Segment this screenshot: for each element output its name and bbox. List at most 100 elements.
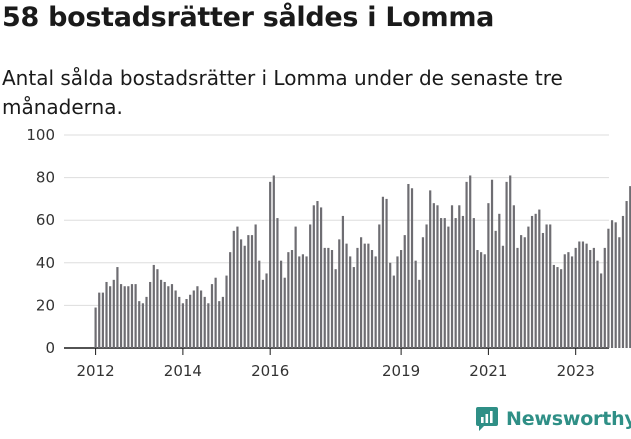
bar: [229, 252, 232, 348]
bar: [363, 243, 366, 348]
x-tick-label: 2014: [164, 362, 202, 380]
bar: [243, 245, 246, 348]
bar: [174, 290, 177, 348]
bar: [116, 267, 119, 348]
bar: [301, 254, 305, 348]
bar: [196, 286, 199, 348]
x-tick-label: 2016: [251, 362, 289, 380]
y-tick-label: 100: [26, 126, 55, 144]
bar: [621, 215, 625, 348]
bar: [232, 230, 235, 348]
bar: [585, 243, 588, 348]
bar: [454, 218, 457, 348]
bar: [581, 241, 585, 348]
bar: [338, 239, 341, 348]
bar: [287, 252, 290, 348]
bar: [494, 230, 497, 348]
bar: [149, 281, 152, 348]
bar: [170, 284, 174, 348]
bar: [414, 260, 417, 348]
bar: [400, 250, 403, 348]
bar: [574, 247, 577, 348]
bar: [323, 247, 326, 348]
bar: [483, 254, 486, 348]
bar: [512, 205, 515, 348]
bar: [349, 256, 352, 348]
bar: [199, 290, 203, 348]
bar: [592, 247, 595, 348]
bar: [516, 247, 519, 348]
bar: [356, 247, 359, 348]
bar: [283, 277, 286, 348]
bar: [374, 256, 377, 348]
bar: [472, 218, 475, 348]
bar: [341, 215, 345, 348]
bar: [505, 181, 508, 348]
bar: [370, 250, 374, 348]
bar: [360, 237, 363, 348]
x-tick-label: 2019: [382, 362, 420, 380]
bar: [520, 235, 523, 348]
bar: [541, 232, 545, 348]
bar: [221, 296, 224, 348]
bar: [425, 224, 428, 348]
bar: [530, 215, 534, 348]
bar: [392, 275, 395, 348]
bar: [560, 269, 563, 348]
bar: [141, 303, 144, 348]
bar: [629, 186, 631, 348]
bar: [181, 303, 184, 348]
bar: [509, 175, 512, 348]
bar: [549, 224, 552, 348]
bar: [298, 256, 301, 348]
bar: [316, 201, 319, 348]
newsworthy-logo-icon: [476, 407, 498, 431]
bar: [429, 190, 432, 348]
bar: [134, 284, 137, 348]
bar: [163, 281, 166, 348]
bar: [334, 269, 337, 348]
bar: [94, 307, 97, 348]
y-tick-label: 20: [36, 296, 55, 314]
bar: [389, 262, 392, 348]
bar: [450, 205, 454, 348]
bar: [421, 237, 425, 348]
bar: [254, 224, 257, 348]
y-tick-label: 60: [36, 211, 55, 229]
bar: [214, 277, 217, 348]
bar: [258, 260, 261, 348]
bar: [378, 224, 381, 348]
bar: [207, 303, 210, 348]
bar: [418, 279, 421, 348]
bar: [527, 226, 530, 348]
bar: [465, 181, 468, 348]
bar: [367, 243, 370, 348]
bar: [272, 175, 275, 348]
bar: [345, 243, 348, 348]
bar: [101, 292, 104, 348]
bar: [109, 286, 112, 348]
bar: [105, 281, 108, 348]
bar: [410, 188, 414, 348]
bar: [403, 235, 406, 348]
y-tick-label: 80: [36, 169, 55, 187]
bar: [156, 269, 159, 348]
bar: [119, 284, 123, 348]
x-tick-label: 2023: [557, 362, 595, 380]
bar: [127, 286, 130, 348]
brand-logo: Newsworthy: [475, 406, 631, 432]
bar: [225, 275, 228, 348]
bar: [458, 205, 461, 348]
bar: [396, 256, 399, 348]
bar: [265, 273, 268, 348]
bar: [247, 235, 250, 348]
bar: [480, 252, 483, 348]
bar: [98, 292, 101, 348]
bar: [440, 218, 443, 348]
bar: [290, 250, 294, 348]
x-tick-label: 2012: [77, 362, 115, 380]
bar: [578, 241, 581, 348]
bar: [189, 294, 192, 348]
bar: [552, 264, 555, 348]
bar: [239, 239, 243, 348]
